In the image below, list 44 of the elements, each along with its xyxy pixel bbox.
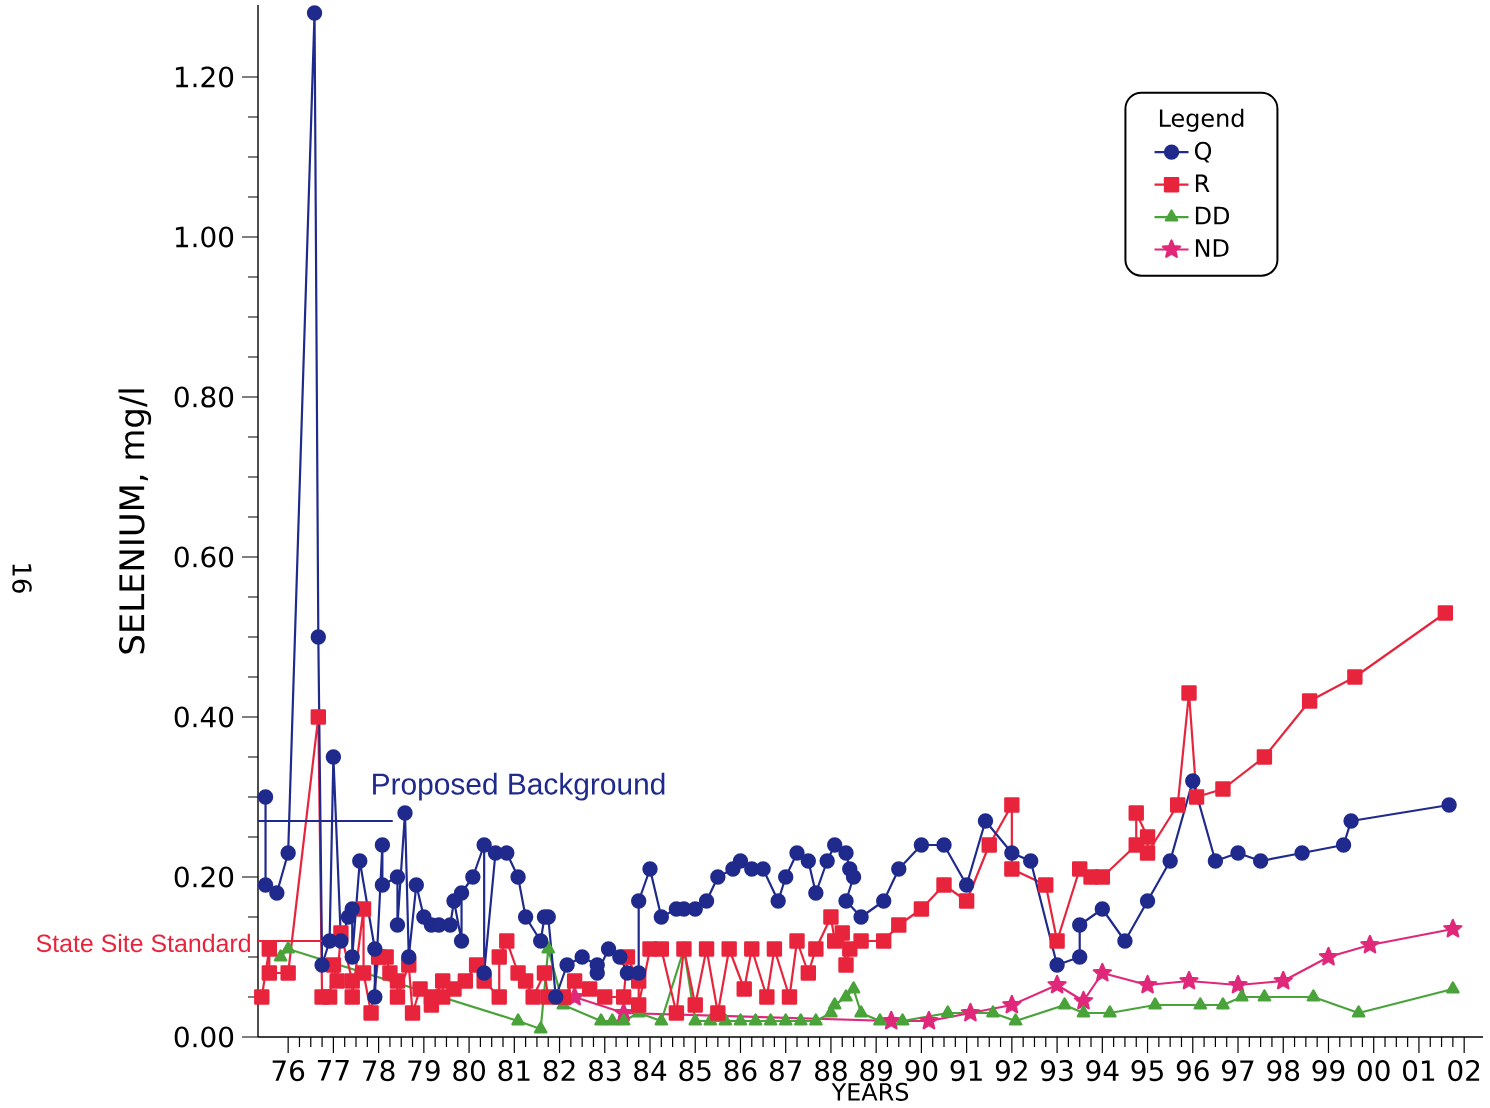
- x-tick-label: 80: [453, 1060, 485, 1082]
- y-tick-label: 0.20: [174, 866, 234, 888]
- x-tick-label: 85: [679, 1060, 711, 1082]
- legend-label: Q: [1194, 141, 1212, 163]
- y-tick-label: 0.00: [174, 1026, 234, 1048]
- x-tick-label: 99: [1312, 1060, 1345, 1082]
- x-tick-label: 82: [543, 1060, 575, 1082]
- x-tick-label: 89: [860, 1060, 892, 1082]
- x-tick-label: 90: [905, 1060, 938, 1082]
- x-tick-label: 81: [498, 1060, 530, 1082]
- x-tick-label: 91: [950, 1060, 982, 1082]
- text: 16: [12, 564, 32, 593]
- y-tick-label: 0.80: [174, 386, 234, 408]
- y-tick-label: 0.60: [174, 546, 234, 568]
- x-tick-label: 94: [1086, 1060, 1119, 1082]
- x-tick-label: 00: [1357, 1060, 1390, 1082]
- legend-label: ND: [1195, 239, 1229, 257]
- y-tick-label: 1.20: [175, 66, 234, 88]
- x-tick-label: 96: [1176, 1060, 1209, 1082]
- x-tick-label: 76: [272, 1060, 305, 1082]
- x-tick-label: 77: [317, 1060, 349, 1081]
- legend-label: DD: [1195, 206, 1230, 225]
- legend-label: R: [1195, 174, 1210, 192]
- x-tick-label: 92: [995, 1060, 1027, 1082]
- x-tick-label: 02: [1448, 1060, 1480, 1082]
- x-tick-label: 88: [815, 1060, 847, 1082]
- y-tick-label: 1.00: [175, 226, 234, 248]
- y-axis-title: SELENIUM, mg/l: [118, 389, 152, 654]
- x-tick-label: 83: [588, 1060, 621, 1082]
- x-tick-label: 79: [408, 1060, 440, 1082]
- x-tick-label: 78: [363, 1060, 395, 1082]
- x-tick-label: 93: [1041, 1060, 1073, 1082]
- x-tick-label: 95: [1131, 1060, 1163, 1082]
- x-tick-label: 01: [1403, 1060, 1435, 1082]
- ref-line-label: State Site Standard: [36, 933, 250, 953]
- legend-title: Legend: [1159, 108, 1244, 132]
- x-tick-label: 87: [769, 1060, 802, 1082]
- ref-line-label: Proposed Background: [373, 772, 665, 801]
- x-axis-title: YEARS: [831, 1082, 909, 1101]
- x-tick-label: 98: [1267, 1060, 1300, 1082]
- y-tick-label: 0.40: [174, 706, 234, 728]
- x-tick-label: 84: [634, 1060, 667, 1082]
- x-tick-label: 86: [724, 1060, 757, 1082]
- x-tick-label: 97: [1222, 1060, 1254, 1082]
